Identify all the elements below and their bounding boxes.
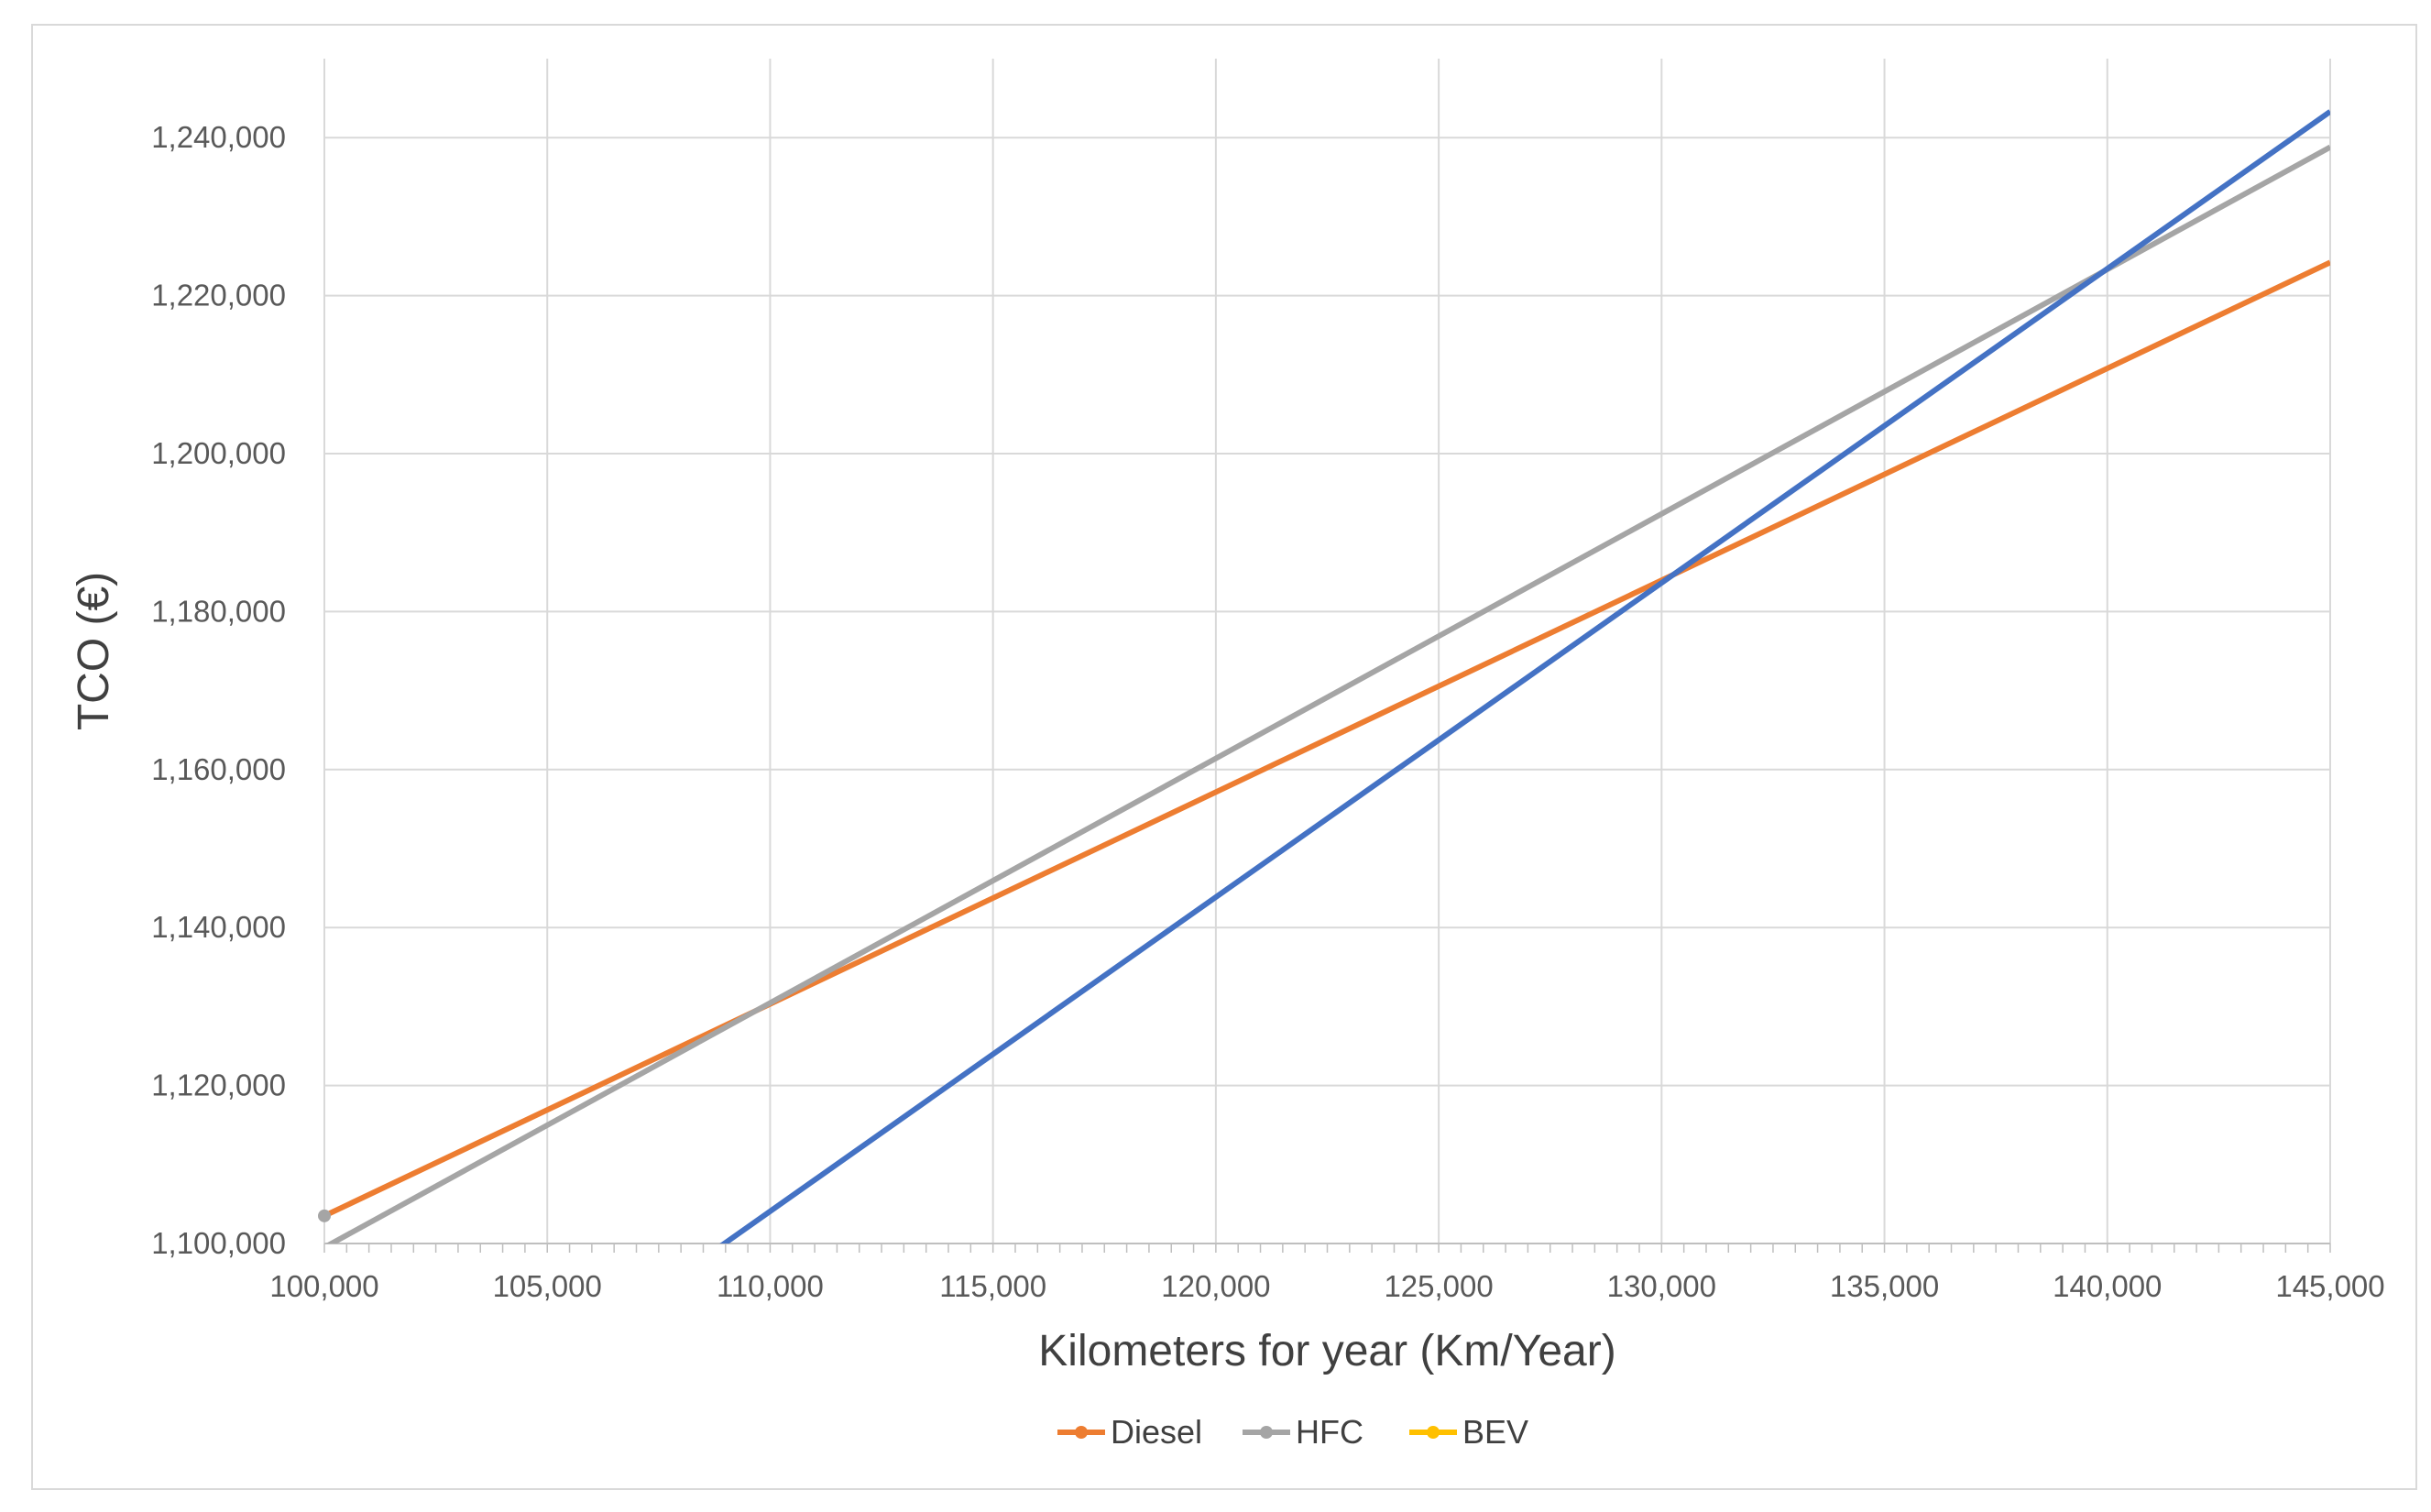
y-tick-label: 1,200,000 bbox=[151, 436, 286, 470]
x-tick-label: 100,000 bbox=[269, 1269, 378, 1303]
y-tick-label: 1,140,000 bbox=[151, 910, 286, 944]
y-tick-label: 1,240,000 bbox=[151, 120, 286, 154]
y-axis-title: TCO (€) bbox=[70, 572, 118, 730]
x-axis-title: Kilometers for year (Km/Year) bbox=[1038, 1327, 1615, 1375]
legend-swatch-marker bbox=[1260, 1426, 1273, 1439]
y-tick-label: 1,220,000 bbox=[151, 279, 286, 312]
series-line bbox=[324, 259, 2330, 1219]
y-tick-label: 1,180,000 bbox=[151, 594, 286, 628]
x-tick-label: 125,000 bbox=[1384, 1269, 1493, 1303]
data-point-marker bbox=[318, 1209, 331, 1222]
x-tick-label: 135,000 bbox=[1830, 1269, 1939, 1303]
legend-label: HFC bbox=[1296, 1413, 1363, 1451]
y-tick-label: 1,160,000 bbox=[151, 752, 286, 786]
x-tick-label: 120,000 bbox=[1161, 1269, 1270, 1303]
series-line bbox=[719, 109, 2330, 1244]
legend-swatch-marker bbox=[1075, 1426, 1088, 1439]
x-tick-label: 115,000 bbox=[939, 1269, 1046, 1303]
x-tick-label: 130,000 bbox=[1607, 1269, 1716, 1303]
y-tick-label: 1,100,000 bbox=[151, 1226, 286, 1260]
x-tick-label: 105,000 bbox=[493, 1269, 602, 1303]
legend-swatch-marker bbox=[1427, 1426, 1440, 1439]
y-tick-label: 1,120,000 bbox=[151, 1068, 286, 1102]
x-tick-label: 145,000 bbox=[2275, 1269, 2384, 1303]
x-tick-label: 140,000 bbox=[2053, 1269, 2162, 1303]
series-line bbox=[325, 144, 2330, 1244]
legend-label: BEV bbox=[1462, 1413, 1528, 1451]
x-tick-label: 110,000 bbox=[717, 1269, 824, 1303]
legend-label: Diesel bbox=[1111, 1413, 1202, 1451]
